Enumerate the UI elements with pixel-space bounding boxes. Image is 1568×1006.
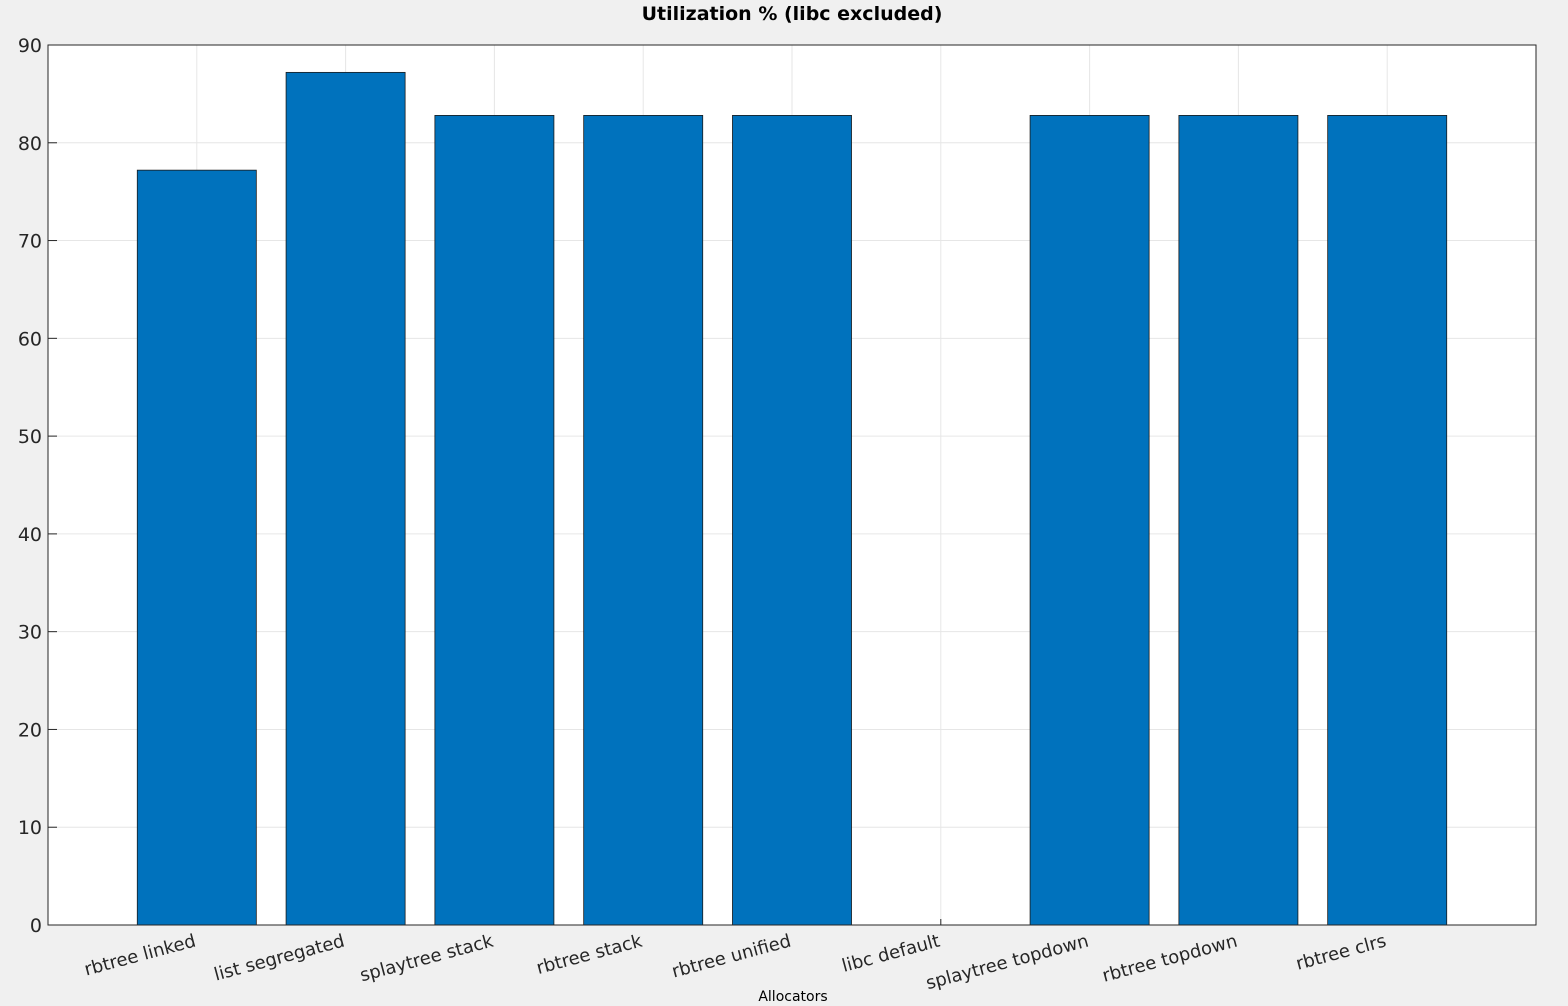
bar — [285, 71, 406, 926]
y-tick-label: 0 — [30, 915, 42, 937]
y-tick-label: 70 — [18, 231, 42, 253]
y-tick-label: 40 — [18, 524, 42, 546]
x-tick-label: splaytree topdown — [924, 931, 1091, 995]
bar — [1029, 115, 1150, 926]
y-tick-label: 10 — [18, 817, 42, 839]
x-tick-label: rbtree stack — [534, 930, 645, 979]
x-axis-label: Allocators — [758, 989, 827, 1005]
bar — [1178, 115, 1299, 926]
y-tick-label: 30 — [18, 622, 42, 644]
chart-title: Utilization % (libc excluded) — [642, 3, 943, 25]
x-tick-label: rbtree linked — [82, 931, 198, 981]
x-tick-label: libc default — [840, 931, 942, 977]
bar — [583, 115, 704, 926]
bar — [732, 115, 852, 926]
x-tick-label: rbtree unified — [670, 931, 794, 983]
y-tick-label: 80 — [18, 133, 42, 155]
x-tick-label: list segregated — [212, 931, 347, 986]
bars-layer — [136, 71, 1448, 926]
bar — [434, 115, 555, 926]
x-tick-label: rbtree topdown — [1100, 931, 1240, 987]
y-tick-label: 50 — [18, 426, 42, 448]
x-tick-label: splaytree stack — [358, 930, 497, 986]
y-tick-label: 60 — [18, 328, 42, 350]
x-tick-labels: rbtree linked list segregated splaytree st… — [82, 930, 1388, 994]
bar — [1327, 115, 1448, 926]
y-tick-label: 90 — [18, 35, 42, 57]
bar — [136, 169, 257, 926]
plot-frame — [47, 44, 1537, 926]
x-tick-label: rbtree clrs — [1294, 931, 1389, 975]
y-tick-labels: 0 10 20 30 40 50 60 70 80 90 — [18, 35, 42, 937]
y-tick-label: 20 — [18, 719, 42, 741]
